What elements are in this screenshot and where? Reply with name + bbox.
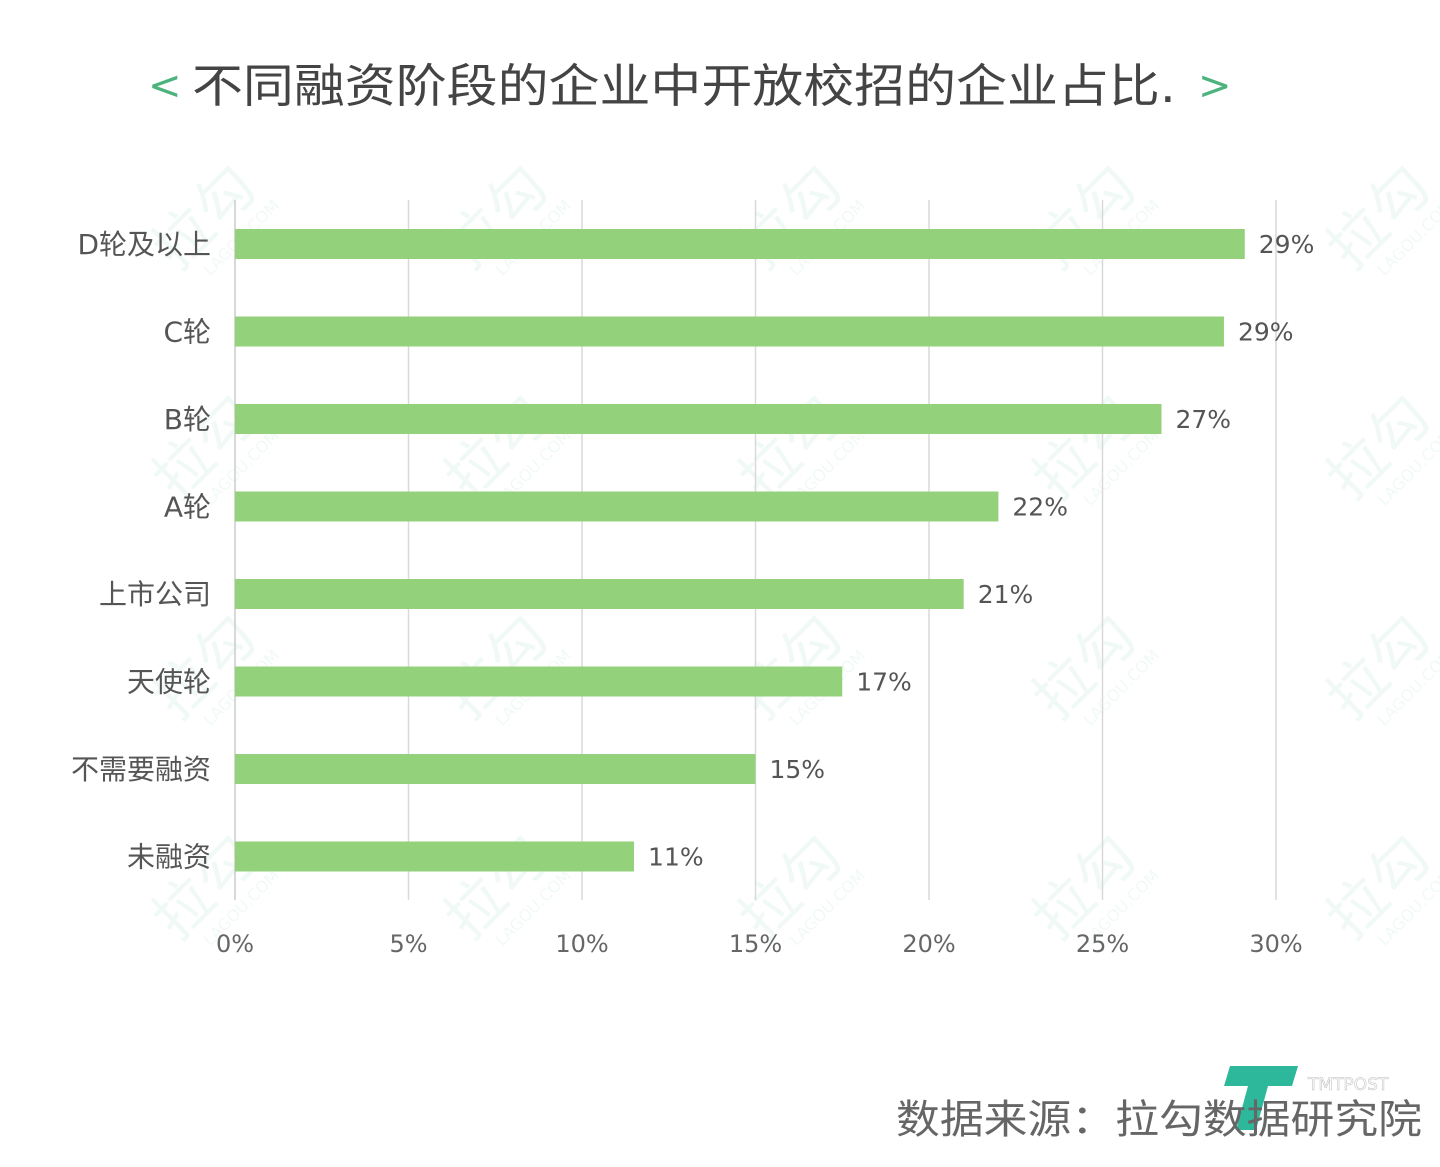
bar <box>235 579 964 609</box>
value-label: 29% <box>1238 318 1294 347</box>
category-label: 天使轮 <box>127 666 211 699</box>
x-axis-ticks: 0% 5% 10% 15% 20% 25% 30% <box>216 930 1303 958</box>
bar <box>235 841 635 872</box>
category-label: C轮 <box>163 316 211 349</box>
bar <box>235 491 999 522</box>
bar <box>235 754 756 784</box>
bars <box>235 229 1245 872</box>
tmtpost-logo-text: TMTPOST <box>1307 1075 1389 1095</box>
title-bracket-right: > <box>1198 63 1232 109</box>
value-labels: 29% 29% 27% 22% 21% 17% 15% 11% <box>648 230 1314 872</box>
value-label: 17% <box>856 668 912 697</box>
value-label: 15% <box>770 755 826 784</box>
category-label: 未融资 <box>127 841 211 874</box>
value-label: 29% <box>1259 230 1315 259</box>
bar <box>235 229 1245 259</box>
x-tick-label: 15% <box>729 930 782 958</box>
tmtpost-logo: TMTPOST <box>1224 1066 1389 1130</box>
x-tick-label: 10% <box>555 930 608 958</box>
category-label: D轮及以上 <box>77 228 211 261</box>
category-label: 上市公司 <box>99 578 211 611</box>
category-label: A轮 <box>164 491 211 524</box>
value-label: 27% <box>1175 405 1231 434</box>
x-tick-label: 25% <box>1076 930 1129 958</box>
value-label: 21% <box>978 580 1034 609</box>
value-label: 22% <box>1012 493 1068 522</box>
chart-title-text: 不同融资阶段的企业中开放校招的企业占比. <box>192 59 1176 113</box>
x-tick-label: 5% <box>389 930 427 958</box>
x-tick-label: 30% <box>1249 930 1302 958</box>
chart-title: < 不同融资阶段的企业中开放校招的企业占比. > <box>148 59 1232 113</box>
bar <box>235 666 843 697</box>
bar <box>235 404 1162 434</box>
bar <box>235 316 1224 347</box>
tmtpost-logo-icon <box>1224 1066 1298 1130</box>
title-bracket-left: < <box>148 63 182 109</box>
value-label: 11% <box>648 843 704 872</box>
data-source: 数据来源：拉勾数据研究院 <box>896 1097 1422 1143</box>
category-label: 不需要融资 <box>71 753 211 786</box>
category-label: B轮 <box>164 403 211 436</box>
gridlines <box>234 200 1277 900</box>
x-tick-label: 20% <box>902 930 955 958</box>
x-tick-label: 0% <box>216 930 254 958</box>
